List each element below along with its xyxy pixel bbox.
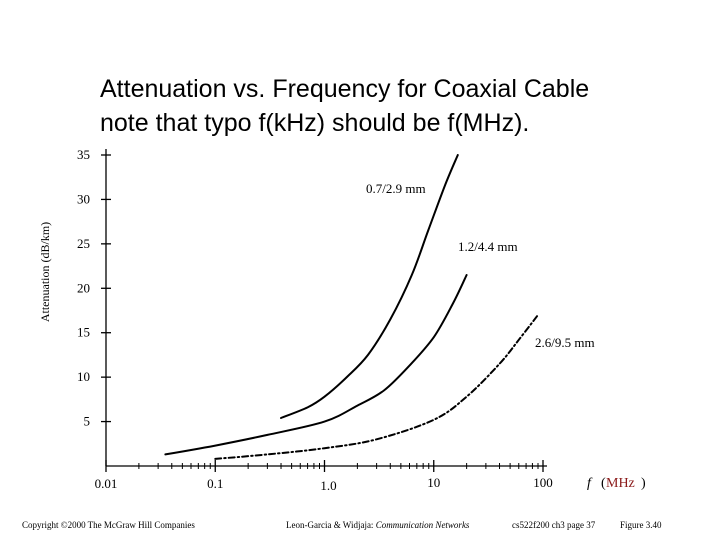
series-line-2-6-9-5-mm (214, 313, 539, 460)
y-axis-label: Attenuation (dB/km) (38, 222, 52, 322)
title-line-2: note that typo f(kHz) should be f(MHz). (100, 109, 530, 137)
x-axis-label-unit: MHz (606, 476, 635, 491)
x-tick-label: 10 (427, 475, 440, 490)
chart-labels: 5 10 15 20 25 30 35 0.01 0.1 1.0 10 100 Attenuation … (38, 147, 646, 493)
series-label-0-7-2-9-mm: 0.7/2.9 mm (366, 181, 426, 196)
footer-page: cs522f200 ch3 page 37 (512, 520, 596, 530)
footer-authors: Leon-Garcia & Widjaja: (286, 520, 374, 530)
chart-axes (105, 149, 547, 467)
series-line-0-7-2-9-mm (280, 154, 459, 419)
y-tick-label: 15 (77, 325, 90, 340)
y-tick-label: 25 (77, 236, 90, 251)
y-tick-label: 35 (77, 147, 90, 162)
x-tick-label: 0.1 (207, 476, 223, 491)
footer-citation: Leon-Garcia & Widjaja: Communication Net… (286, 520, 469, 530)
x-tick-label: 0.01 (95, 476, 118, 491)
y-tick-label: 30 (77, 191, 90, 206)
footer-book: Communication Networks (375, 520, 470, 530)
title-line-1: Attenuation vs. Frequency for Coaxial Ca… (100, 75, 590, 103)
x-tick-label: 100 (533, 475, 553, 490)
y-tick-label: 20 (77, 280, 90, 295)
chart-ticks (101, 154, 544, 472)
x-tick-label: 1.0 (320, 478, 336, 493)
x-axis-label-close-paren: ) (641, 476, 646, 491)
y-tick-label: 5 (84, 414, 91, 429)
footer-copyright: Copyright ©2000 The McGraw Hill Companie… (22, 520, 195, 530)
x-axis-label-f: f (587, 476, 593, 491)
chart-series (164, 154, 539, 460)
footer-figure: Figure 3.40 (620, 520, 662, 530)
y-tick-label: 10 (77, 369, 90, 384)
slide-title: Attenuation vs. Frequency for Coaxial Ca… (100, 72, 700, 140)
series-label-2-6-9-5-mm: 2.6/9.5 mm (535, 335, 595, 350)
series-label-1-2-4-4-mm: 1.2/4.4 mm (458, 239, 518, 254)
x-axis-label-open-paren: ( (601, 476, 606, 491)
series-line-1-2-4-4-mm (164, 274, 468, 456)
